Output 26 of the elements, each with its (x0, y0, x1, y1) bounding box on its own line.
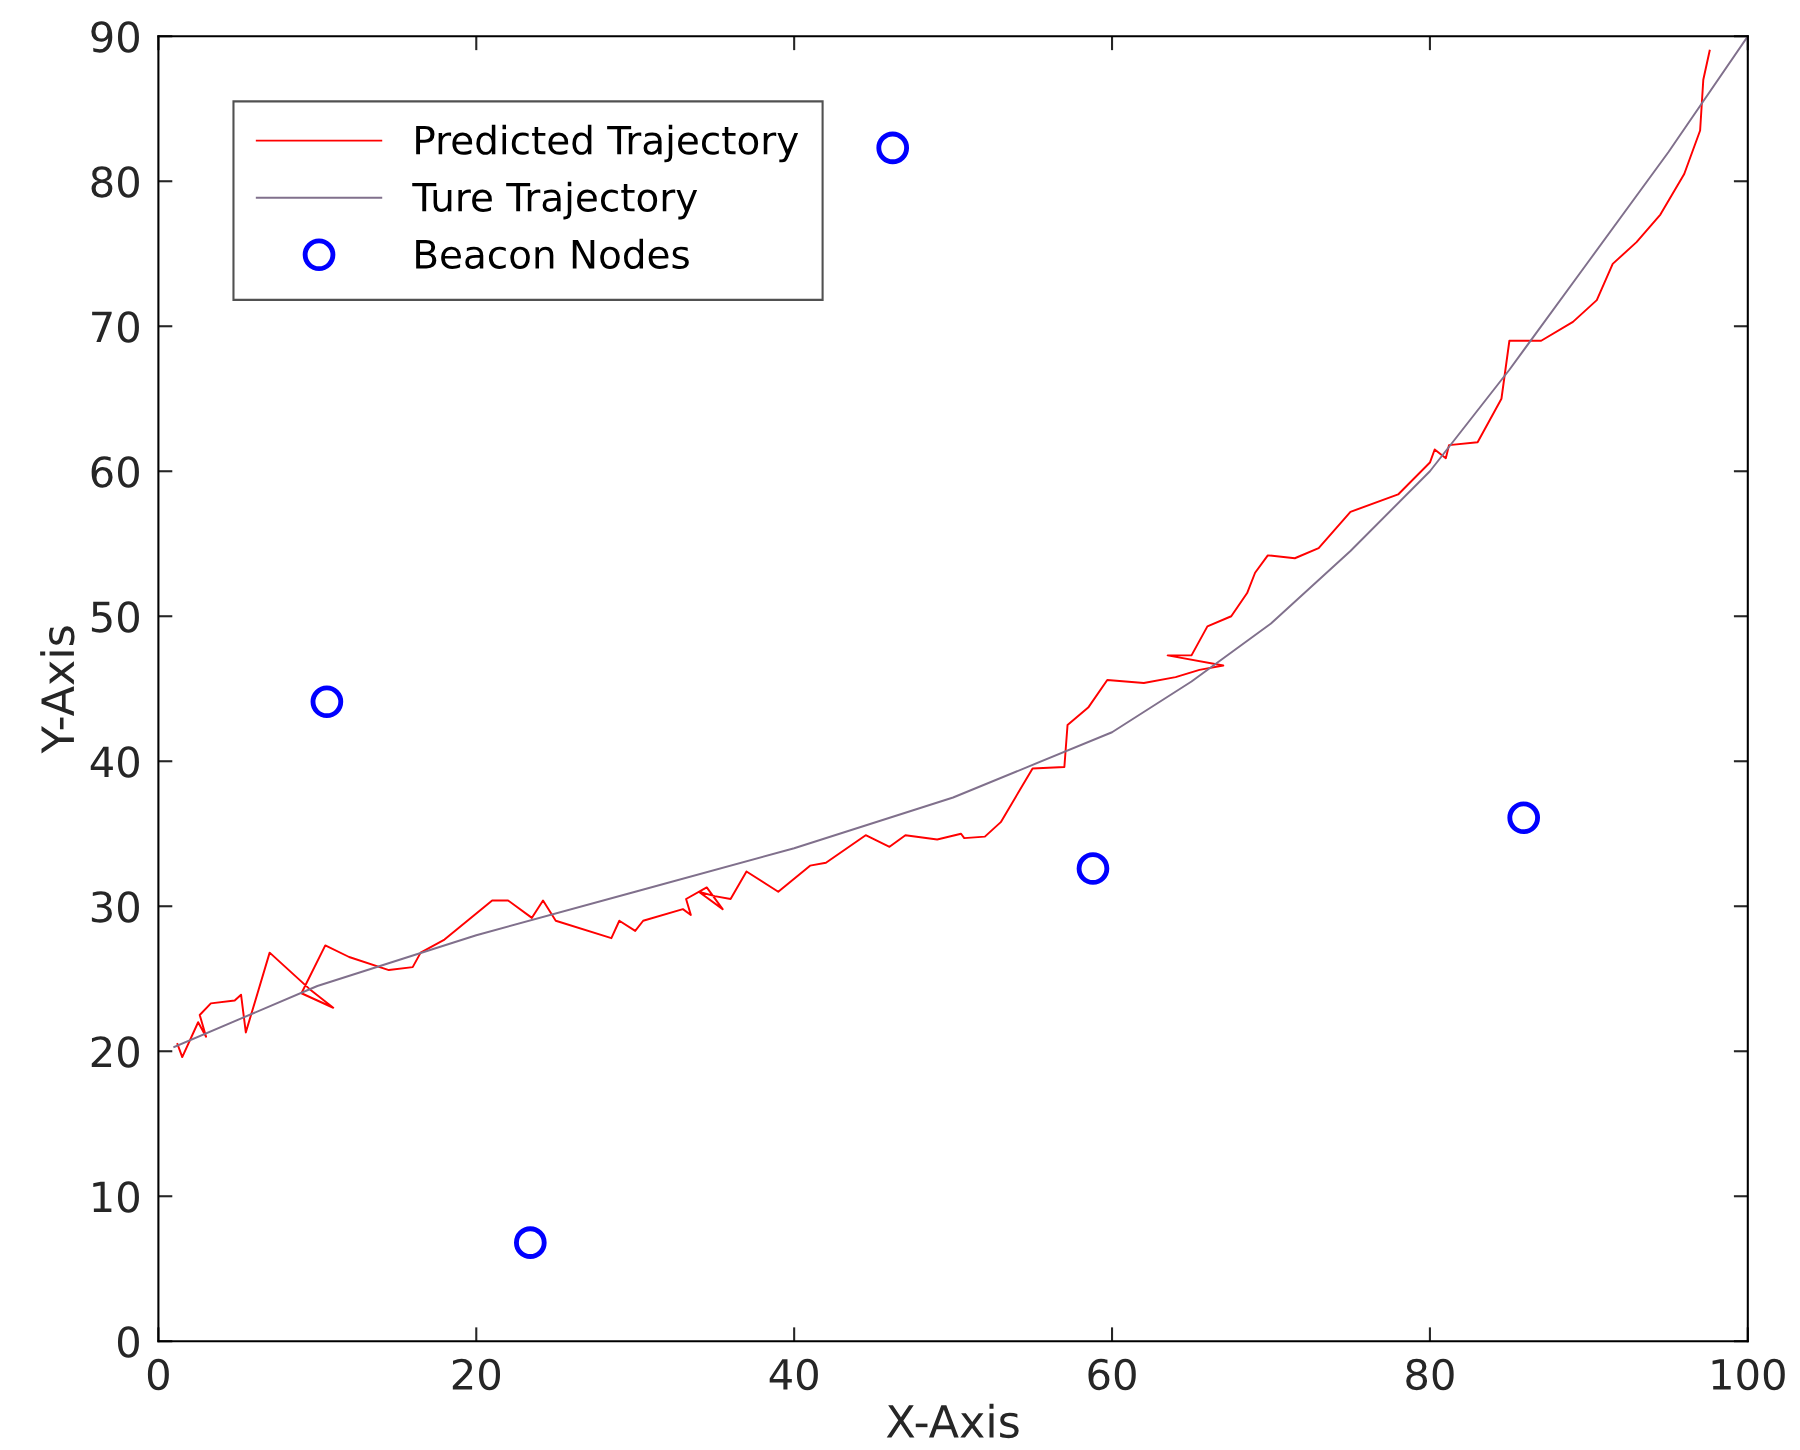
x-tick-label: 20 (452, 1358, 501, 1391)
x-tick-label: 0 (147, 1358, 169, 1391)
y-tick-label: 60 (91, 456, 139, 488)
point (876, 131, 910, 165)
y-axis-title: Y-Axis (40, 626, 75, 754)
y-tick-label: 70 (92, 311, 139, 343)
y-tick-label: 40 (90, 746, 139, 778)
y-tick-label: 30 (91, 891, 139, 923)
legend-label: Beacon Nodes (416, 238, 689, 269)
x-tick-label: 40 (769, 1358, 818, 1391)
point (514, 1226, 547, 1259)
point (310, 685, 344, 719)
y-tick-label: 0 (117, 1326, 139, 1358)
x-axis-title: X-Axis (886, 1403, 1019, 1439)
legend-label: Predicted Trajectory (416, 124, 799, 163)
y-tick-label: 80 (91, 166, 139, 198)
y-tick-label: 90 (91, 21, 139, 53)
x-tick-label: 80 (1406, 1358, 1454, 1391)
x-tick-label: 100 (1712, 1358, 1785, 1391)
legend-label: Ture Trajectory (412, 181, 698, 220)
y-tick-label: 10 (93, 1181, 139, 1213)
y-tick-label: 50 (91, 601, 139, 633)
point (1076, 852, 1110, 885)
point (1507, 801, 1541, 835)
y-tick-label: 20 (91, 1036, 139, 1068)
x-tick-label: 60 (1088, 1358, 1136, 1391)
